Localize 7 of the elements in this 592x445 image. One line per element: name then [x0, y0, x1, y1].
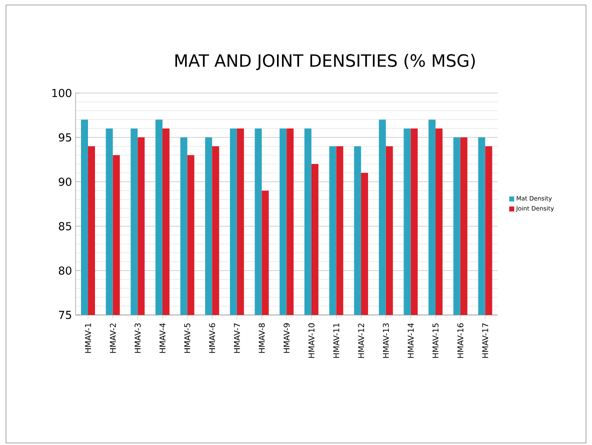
- y-tick-label: 85: [58, 222, 72, 230]
- y-tick-label: 95: [58, 133, 72, 142]
- y-tick-label: 90: [58, 178, 72, 186]
- y-tick-label: 80: [58, 266, 72, 275]
- y-tick-label: 75: [59, 310, 72, 320]
- chart-title: MAT AND JOINT DENSITIES (% MSG): [175, 54, 475, 70]
- y-tick-label: 100: [52, 88, 72, 98]
